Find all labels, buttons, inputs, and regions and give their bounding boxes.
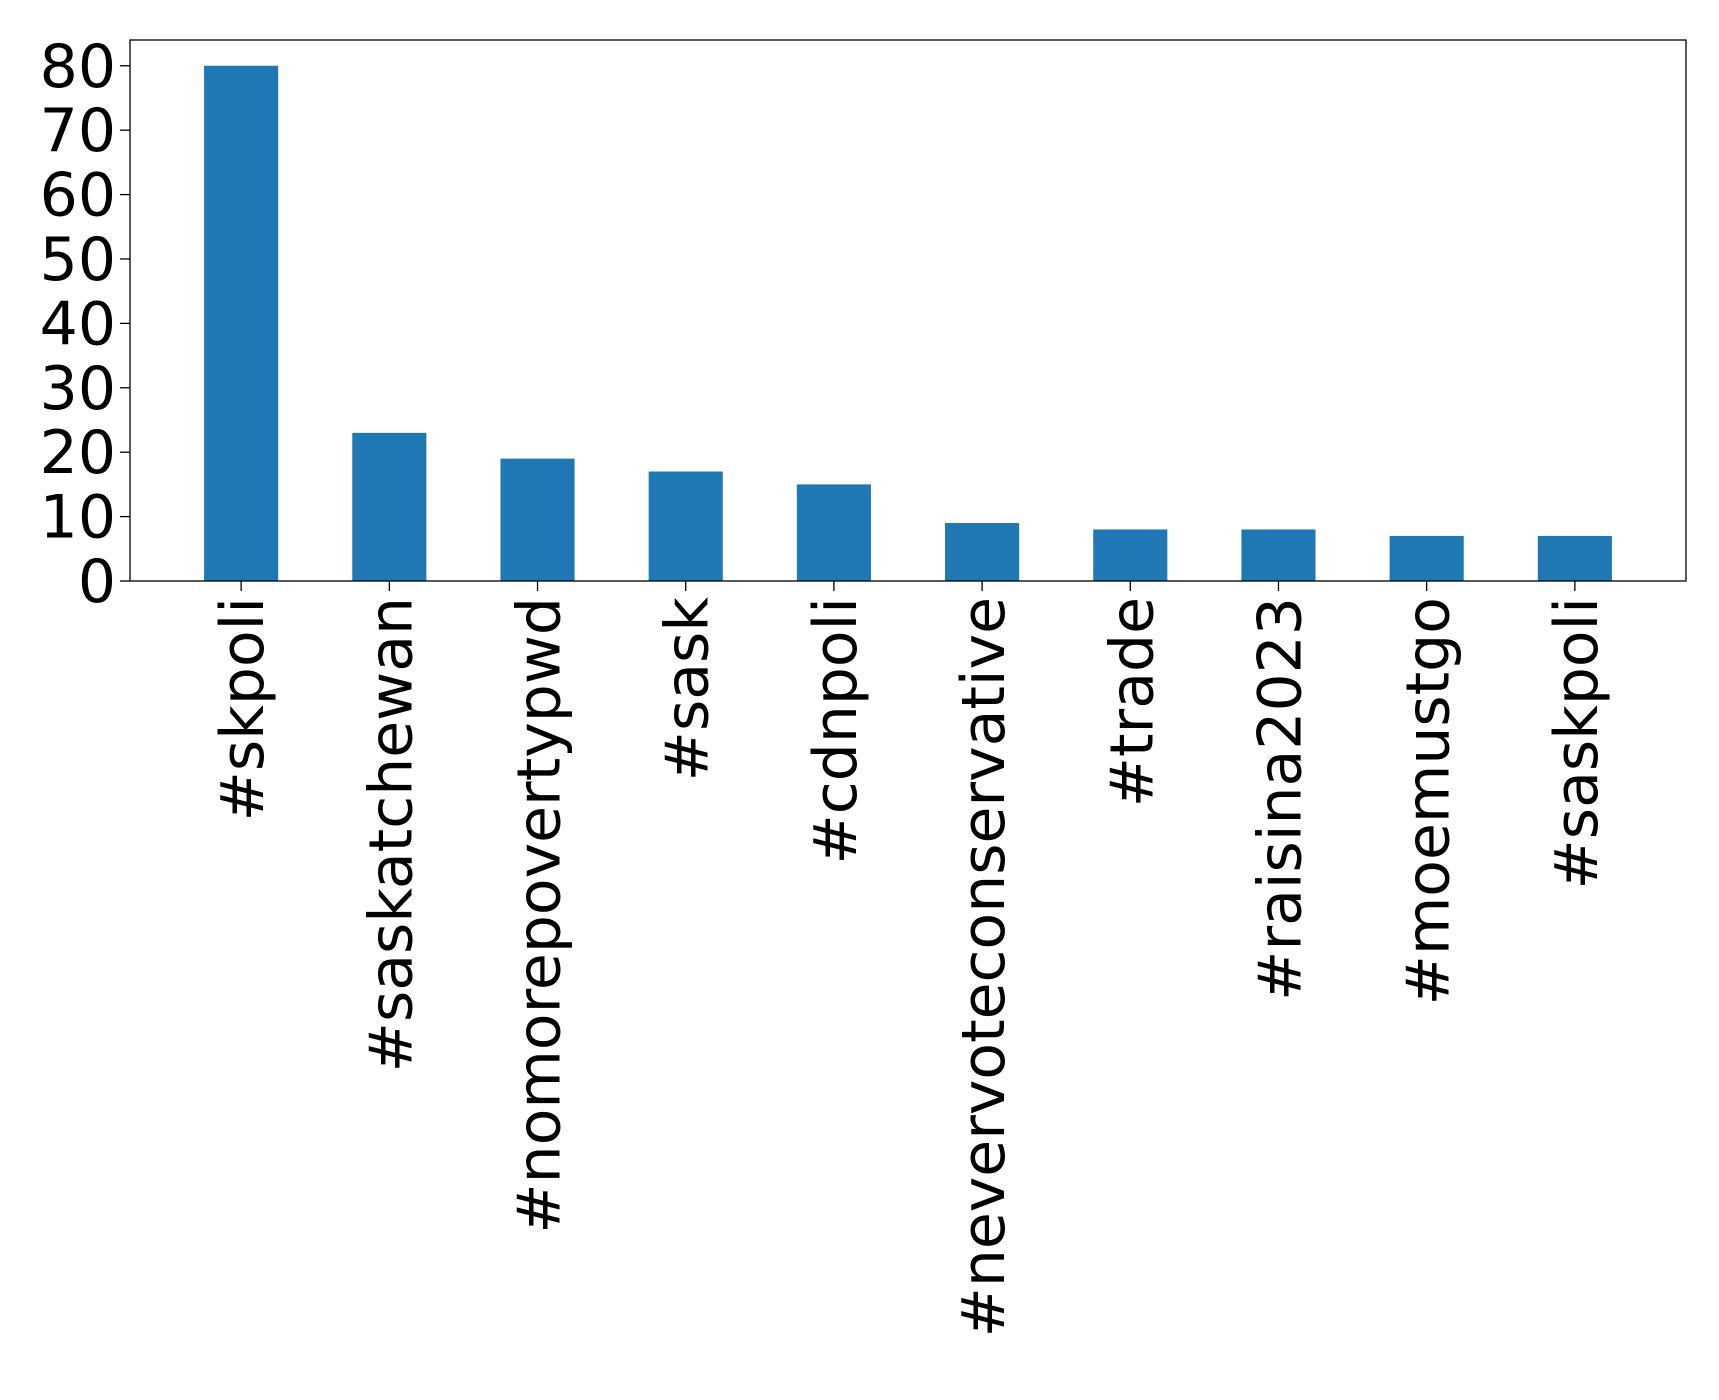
x-tick-label: #saskpoli [1542,597,1612,889]
y-tick-label: 20 [40,418,116,488]
bar [352,432,427,581]
x-tick-label: #cdnpoli [801,597,871,865]
y-tick-label: 10 [40,483,116,553]
y-tick-label: 60 [40,161,116,231]
y-tick-label: 0 [78,547,116,617]
bar [1241,529,1316,581]
bar [1389,535,1464,581]
y-tick-label: 70 [40,96,116,166]
bar [648,471,723,581]
bar [1093,529,1168,581]
bar [1537,535,1612,581]
y-tick-label: 80 [40,32,116,102]
x-tick-label: #trade [1097,597,1167,807]
x-tick-label: #saskatchewan [356,597,426,1072]
x-tick-label: #nevervoteconservative [949,597,1019,1337]
bar [796,484,871,581]
y-tick-label: 30 [40,354,116,424]
x-tick-label: #moemustgo [1394,597,1464,1005]
bars [204,65,1612,581]
y-tick-label: 50 [40,225,116,295]
y-tick-label: 40 [40,289,116,359]
bar [500,458,575,581]
bar [204,65,279,581]
bar [945,523,1020,581]
plot-frame [129,39,1687,582]
x-tick-label: #raisina2023 [1245,597,1315,1001]
x-axis-ticks: #skpoli #saskatchewan #nomorepovertypwd #sa… [208,581,1612,1337]
x-tick-label: #skpoli [208,597,278,821]
x-tick-label: #nomorepovertypwd [505,597,575,1234]
x-tick-label: #sask [653,597,723,782]
